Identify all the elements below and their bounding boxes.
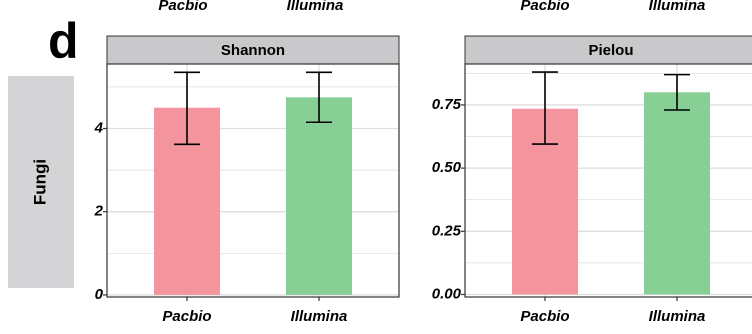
x-tick-label: Illumina bbox=[649, 308, 706, 325]
y-tick-label: 4 bbox=[94, 119, 104, 136]
y-tick-label: 0.75 bbox=[432, 96, 462, 113]
error-bar bbox=[532, 71, 558, 145]
y-tick-label: 0 bbox=[95, 286, 104, 303]
facet-title: Pielou bbox=[588, 42, 633, 59]
error-bar bbox=[306, 71, 332, 124]
panel-border bbox=[106, 63, 400, 298]
error-bar bbox=[174, 71, 200, 146]
top-cut-label: Pacbio bbox=[158, 0, 207, 14]
x-tick-label: Illumina bbox=[291, 308, 348, 325]
plot-background bbox=[107, 64, 399, 297]
facet-title: Shannon bbox=[221, 42, 285, 59]
bar-illumina bbox=[644, 92, 710, 295]
y-tick-label: 0.50 bbox=[432, 159, 462, 176]
facet-strip bbox=[464, 35, 752, 65]
y-tick-label: 0.25 bbox=[432, 222, 462, 239]
top-cut-labels: Pacbio Illumina Pacbio Illumina bbox=[158, 0, 705, 14]
plot-area: 0 2 4 Pacbio Illumina bbox=[94, 63, 400, 325]
shannon-panel: Shannon 0 2 4 Pacbio Illumina bbox=[94, 35, 400, 325]
pielou-panel: Pielou 0.00 0.25 0.50 0.75 Pacbio Illumina bbox=[432, 35, 752, 325]
error-bar bbox=[664, 73, 690, 111]
y-tick-label: 2 bbox=[94, 203, 104, 220]
y-tick-label: 0.00 bbox=[432, 285, 462, 302]
plot-area: 0.00 0.25 0.50 0.75 Pacbio Illumina bbox=[432, 63, 752, 325]
facet-strip bbox=[106, 35, 400, 65]
bar-illumina bbox=[286, 97, 352, 295]
x-tick-label: Pacbio bbox=[162, 308, 211, 325]
panel-letter: d bbox=[48, 13, 79, 69]
top-cut-label: Illumina bbox=[649, 0, 706, 14]
x-tick-label: Pacbio bbox=[520, 308, 569, 325]
row-label: Fungi bbox=[30, 159, 49, 205]
top-cut-label: Pacbio bbox=[520, 0, 569, 14]
top-cut-label: Illumina bbox=[287, 0, 344, 14]
row-strip bbox=[8, 76, 74, 288]
panel-border bbox=[464, 63, 752, 298]
